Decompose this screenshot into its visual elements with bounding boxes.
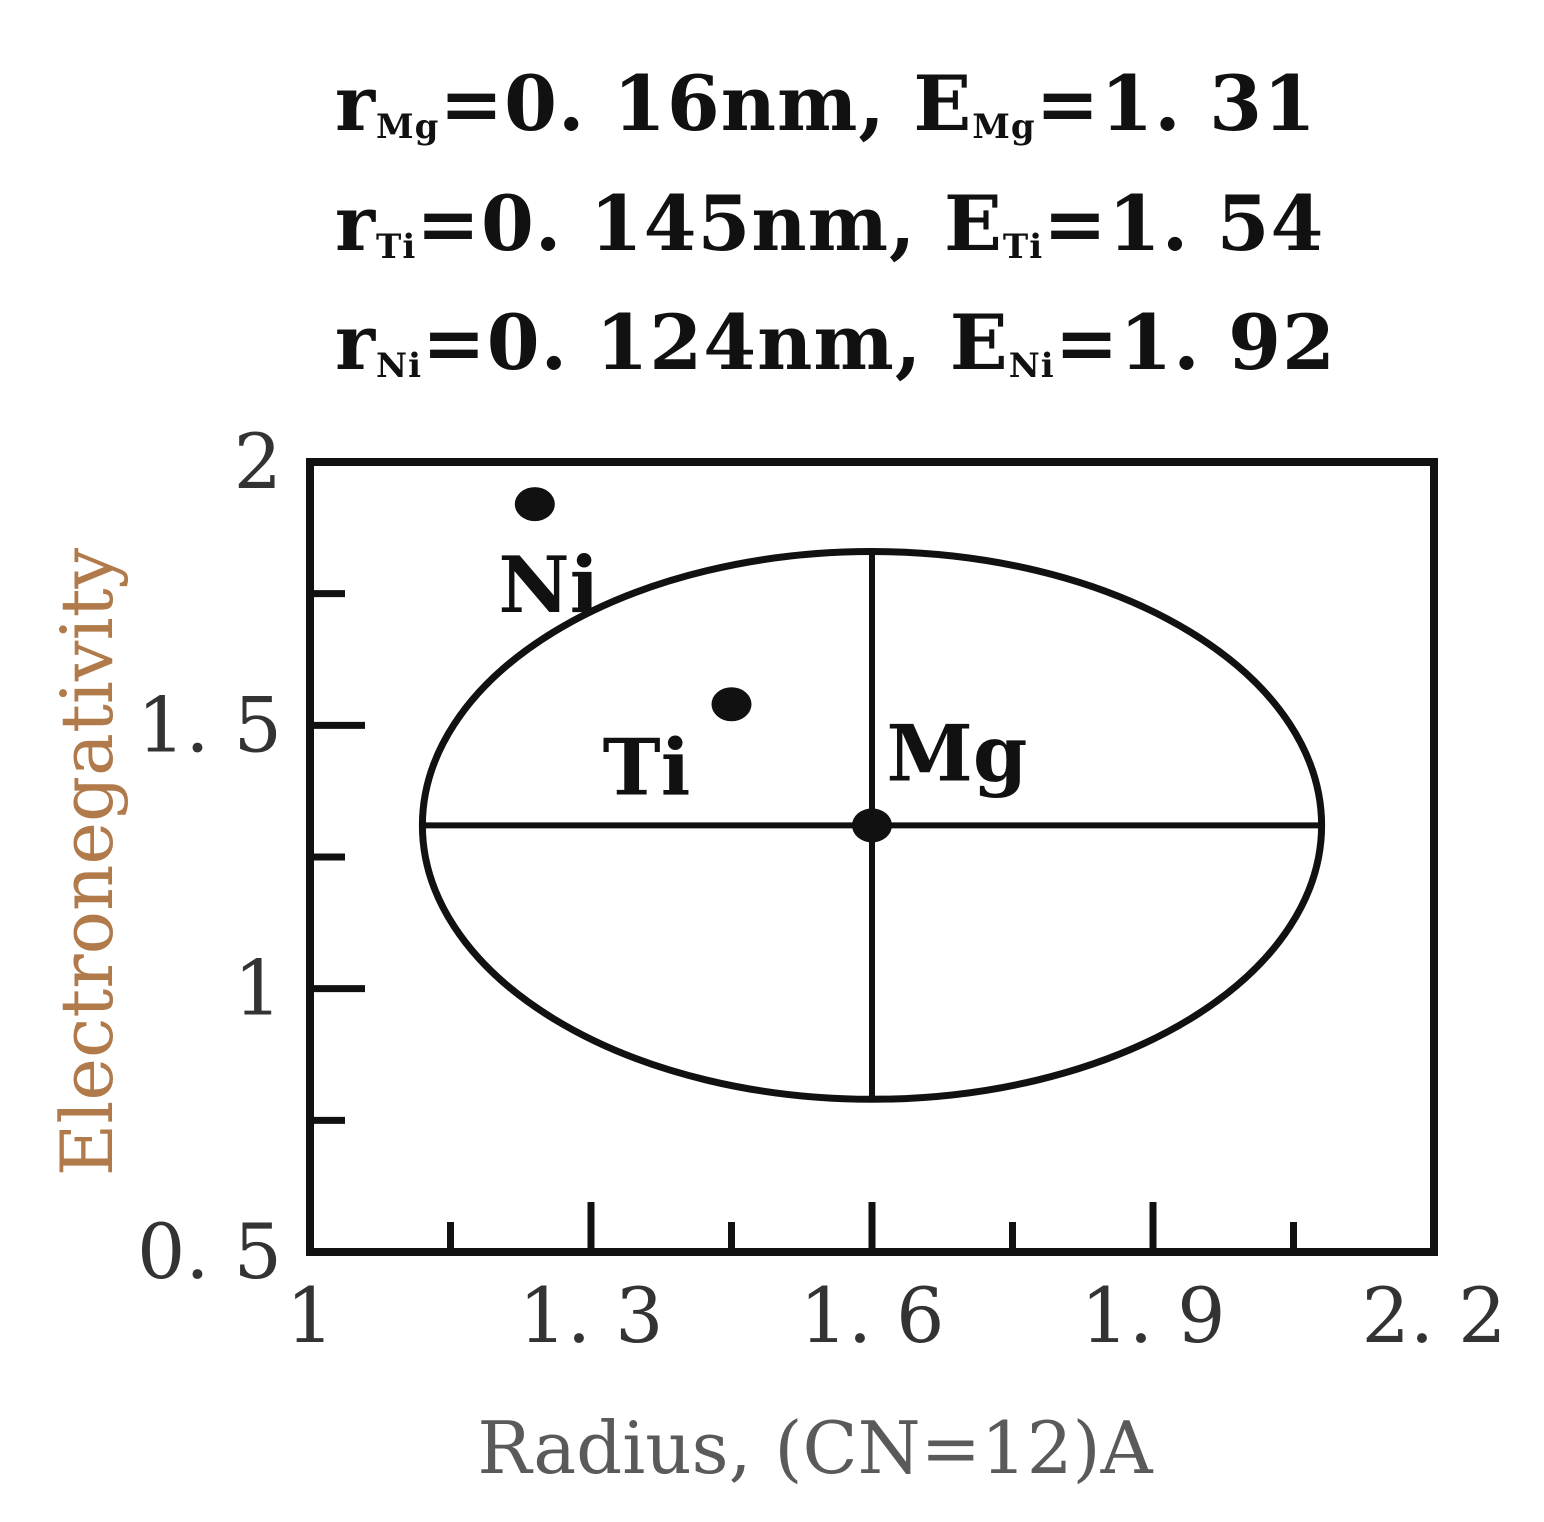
y-tick-label: 1 [234,944,282,1033]
point-label-ti: Ti [603,722,691,813]
x-tick-label: 2. 2 [1361,1271,1506,1360]
y-tick-label: 2 [234,417,282,506]
point-label-ni: Ni [498,540,599,631]
x-tick-label: 1. 9 [1080,1271,1225,1360]
tick-labels-layer: 1 1. 3 1. 6 1. 9 2. 20. 511. 52 [137,417,1507,1360]
y-tick-label: 0. 5 [137,1207,282,1296]
ni-parameters: rNi=0. 124nm, ENi=1. 92 [335,298,1336,387]
x-axis-title: Radius, (CN=12)A [477,1406,1153,1490]
mg-parameters: rMg=0. 16nm, EMg=1. 31 [335,59,1317,148]
ti-parameters: rTi=0. 145nm, ETi=1. 54 [335,179,1325,268]
x-tick-label: 1. 6 [799,1271,944,1360]
point-ti [711,687,752,722]
x-tick-label: 1. 3 [518,1271,663,1360]
y-axis-title: Electronegativity [45,547,129,1176]
point-ni [514,487,555,522]
ticks-layer [310,590,1297,1252]
point-mg [852,808,892,843]
x-tick-label: 1 [286,1271,334,1360]
point-label-mg: Mg [887,708,1028,799]
y-tick-label: 1. 5 [137,680,282,769]
